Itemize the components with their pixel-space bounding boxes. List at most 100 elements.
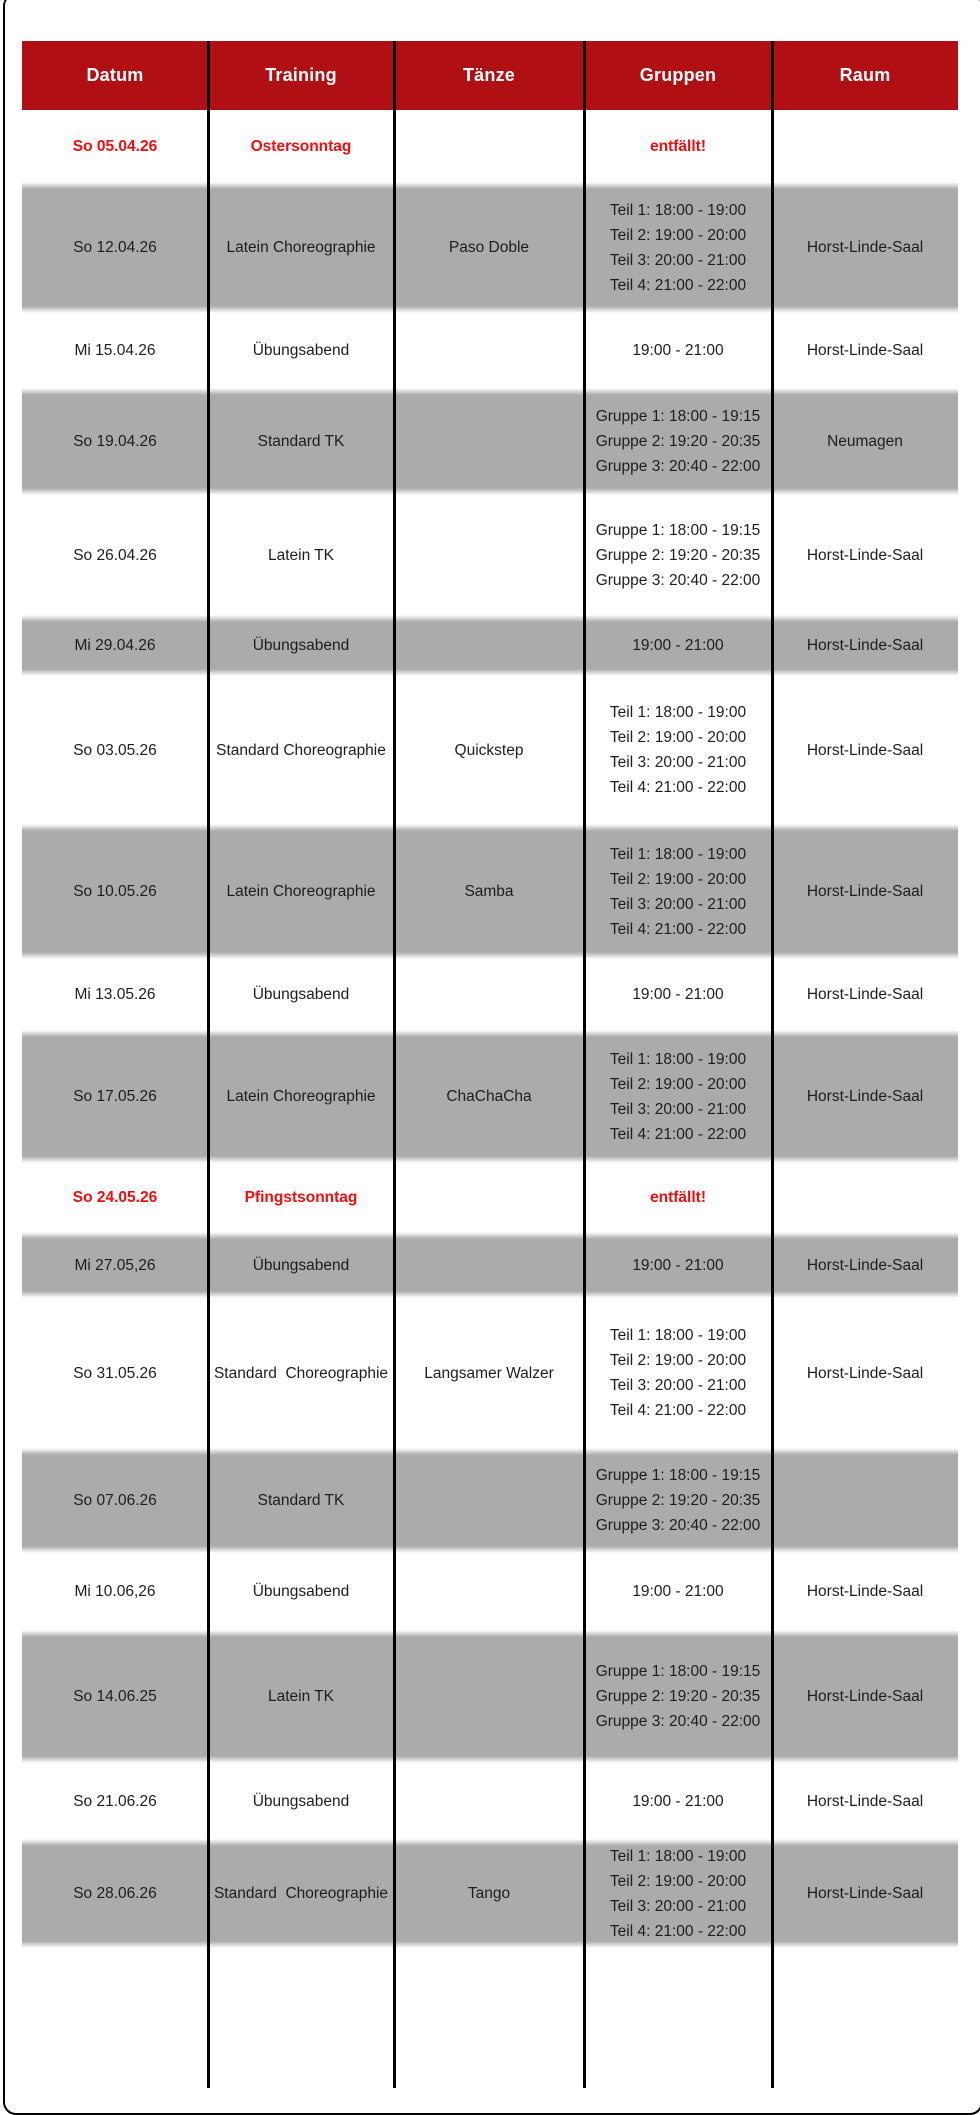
column-header-raum: Raum [839,65,891,85]
gruppen-time-line: Teil 1: 18:00 - 19:00 [609,1050,747,1068]
table-row: So 14.06.25 Latein TK Gruppe 1: 18:00 - 19… [22,1630,958,1763]
gruppen-time-line: Teil 4: 21:00 - 22:00 [609,1922,747,1940]
gruppen-time-line: entfällt! [650,137,706,155]
cell-datum: So 17.05.26 [73,1088,157,1105]
cell-gruppen: 19:00 - 21:00 [584,615,772,676]
cell-datum: So 10.05.26 [73,883,157,900]
cell-raum: Horst-Linde-Saal [806,342,924,359]
column-header-taenze: Tänze [462,65,515,85]
table-row: Mi 15.04.26 Übungsabend 19:00 - 21:00 Horst… [22,313,958,388]
cell-gruppen: Gruppe 1: 18:00 - 19:15 Gruppe 2: 19:20 -… [584,495,772,615]
cell-datum: Mi 27.05,26 [74,1256,156,1274]
gruppen-time-line: 19:00 - 21:00 [632,1792,724,1810]
cell-raum: Horst-Linde-Saal [806,546,924,564]
cell-datum: So 14.06.25 [73,1688,157,1705]
cell-raum [772,1163,958,1232]
table-row: So 07.06.26 Standard TK Gruppe 1: 18:00 - … [22,1448,958,1553]
table-row: So 10.05.26 Latein Choreographie Samba Teil… [22,824,958,959]
cell-training: Übungsabend [252,342,350,359]
cell-training: Latein TK [267,546,335,564]
cell-taenze [394,959,584,1030]
gruppen-time-line: Gruppe 3: 20:40 - 22:00 [595,571,761,589]
cell-raum: Horst-Linde-Saal [806,637,924,654]
cell-raum: Horst-Linde-Saal [806,741,924,759]
cell-gruppen: 19:00 - 21:00 [584,959,772,1030]
cell-taenze: Paso Doble [448,239,530,256]
cell-gruppen: entfällt! [584,110,772,182]
cell-gruppen: Teil 1: 18:00 - 19:00 Teil 2: 19:00 - 20:… [584,1839,772,1948]
cell-taenze: Samba [464,883,514,900]
cell-taenze: ChaChaCha [446,1088,532,1105]
gruppen-time-line: Gruppe 1: 18:00 - 19:15 [595,521,761,539]
gruppen-time-line: Teil 3: 20:00 - 21:00 [609,754,747,771]
table-row: So 31.05.26 Standard Choreographie Langsam… [22,1298,958,1448]
gruppen-time-line: Teil 1: 18:00 - 19:00 [609,845,747,863]
column-header-datum: Datum [86,65,144,85]
cell-gruppen: 19:00 - 21:00 [584,313,772,388]
gruppen-time-line: Gruppe 1: 18:00 - 19:15 [595,1467,761,1484]
gruppen-time-line: Teil 1: 18:00 - 19:00 [609,704,747,721]
gruppen-time-line: Teil 3: 20:00 - 21:00 [609,1377,747,1394]
cell-datum: So 07.06.26 [73,1492,157,1509]
cell-gruppen: 19:00 - 21:00 [584,1232,772,1298]
table-row: So 03.05.26 Standard Choreographie Quickst… [22,676,958,824]
cell-training: Latein Choreographie [226,1088,376,1105]
cell-training: Ostersonntag [250,137,352,155]
cell-raum: Neumagen [827,433,903,450]
gruppen-time-line: Gruppe 2: 19:20 - 20:35 [595,1688,761,1705]
cell-training: Standard Choreographie [213,1885,389,1902]
gruppen-time-line: Teil 4: 21:00 - 22:00 [609,920,747,938]
cell-gruppen: Teil 1: 18:00 - 19:00 Teil 2: 19:00 - 20:… [584,182,772,313]
cell-training: Standard Choreographie [216,741,386,759]
gruppen-time-line: Gruppe 2: 19:20 - 20:35 [595,1492,761,1509]
gruppen-time-line: Teil 2: 19:00 - 20:00 [609,1075,747,1093]
cell-datum: So 28.06.26 [73,1885,157,1902]
cell-taenze [394,1763,584,1839]
cell-raum: Horst-Linde-Saal [806,1885,924,1902]
cell-raum: Horst-Linde-Saal [806,239,924,256]
cell-training: Übungsabend [252,637,350,654]
table-row: So 05.04.26 Ostersonntag entfällt! [22,110,958,182]
gruppen-time-line: Gruppe 2: 19:20 - 20:35 [595,433,761,450]
cell-taenze [394,313,584,388]
cell-taenze: Langsamer Walzer [424,1364,554,1382]
cell-raum: Horst-Linde-Saal [806,986,924,1003]
column-header-gruppen: Gruppen [639,65,717,85]
table-row: Mi 29.04.26 Übungsabend 19:00 - 21:00 Horst… [22,615,958,676]
cell-taenze [394,1630,584,1763]
cell-datum: So 12.04.26 [73,239,157,256]
column-divider [583,41,586,2088]
column-divider [393,41,396,2088]
table-row: So 17.05.26 Latein Choreographie ChaChaCha… [22,1030,958,1163]
cell-training: Übungsabend [252,1583,350,1600]
cell-raum [772,110,958,182]
gruppen-time-line: Teil 3: 20:00 - 21:00 [609,1100,747,1118]
table-row: So 28.06.26 Standard Choreographie Tango Te… [22,1839,958,1948]
column-header-training: Training [265,65,337,85]
cell-gruppen: Gruppe 1: 18:00 - 19:15 Gruppe 2: 19:20 -… [584,1630,772,1763]
gruppen-time-line: Gruppe 3: 20:40 - 22:00 [595,458,761,475]
column-divider [207,41,210,2088]
cell-raum: Horst-Linde-Saal [806,1364,924,1382]
table-body: So 05.04.26 Ostersonntag entfällt! So 12.04… [22,110,958,1948]
cell-datum: Mi 10.06,26 [74,1583,156,1600]
gruppen-time-line: Teil 2: 19:00 - 20:00 [609,1872,747,1890]
cell-gruppen: Teil 1: 18:00 - 19:00 Teil 2: 19:00 - 20:… [584,676,772,824]
cell-taenze [394,495,584,615]
cell-taenze [394,1448,584,1553]
cell-gruppen: 19:00 - 21:00 [584,1763,772,1839]
cell-training: Übungsabend [252,1792,350,1810]
gruppen-time-line: entfällt! [650,1189,706,1206]
gruppen-time-line: Teil 4: 21:00 - 22:00 [609,276,747,294]
gruppen-time-line: Teil 3: 20:00 - 21:00 [609,251,747,269]
gruppen-time-line: Teil 2: 19:00 - 20:00 [609,1352,747,1369]
gruppen-time-line: Teil 3: 20:00 - 21:00 [609,1897,747,1915]
cell-datum: Mi 13.05.26 [74,986,156,1003]
cell-taenze [394,1232,584,1298]
cell-datum: So 21.06.26 [73,1792,157,1810]
cell-gruppen: Teil 1: 18:00 - 19:00 Teil 2: 19:00 - 20:… [584,1298,772,1448]
cell-datum: So 05.04.26 [72,137,158,155]
cell-gruppen: Gruppe 1: 18:00 - 19:15 Gruppe 2: 19:20 -… [584,388,772,495]
gruppen-time-line: Teil 1: 18:00 - 19:00 [609,1847,747,1865]
cell-datum: So 26.04.26 [73,546,157,564]
